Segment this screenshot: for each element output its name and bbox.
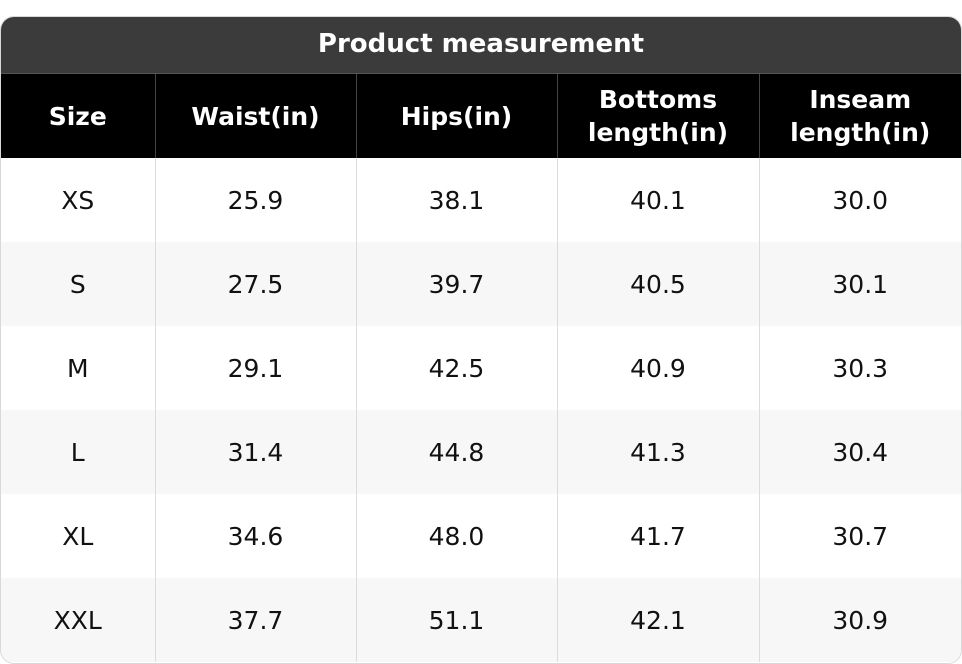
table-row: XS 25.9 38.1 40.1 30.0 [1, 158, 961, 242]
measurement-cell: 25.9 [154, 158, 356, 242]
measurement-cell: 51.1 [355, 578, 557, 662]
measurement-cell: 30.4 [758, 410, 961, 494]
table-body: XS 25.9 38.1 40.1 30.0 S 27.5 39.7 40.5 30.1 M 29.1… [1, 158, 961, 662]
table-title: Product measurement [1, 17, 961, 74]
measurement-cell: 37.7 [154, 578, 356, 662]
measurement-cell: 41.3 [556, 410, 759, 494]
measurement-cell: 44.8 [355, 410, 557, 494]
table-row: L 31.4 44.8 41.3 30.4 [1, 410, 961, 494]
size-cell: XS [61, 185, 95, 215]
measurement-cell: 42.1 [556, 578, 759, 662]
column-header: Bottoms length(in) [556, 74, 759, 158]
table-row: XXL 37.7 51.1 42.1 30.9 [1, 578, 961, 662]
size-cell: XL [62, 521, 94, 551]
measurement-cell: 48.0 [355, 494, 557, 578]
measurement-cell: 40.5 [556, 242, 759, 326]
measurement-table: Size Waist(in) Hips(in) Bottoms length(in) I… [1, 74, 961, 662]
measurement-cell: 29.1 [154, 326, 356, 410]
measurement-cell: 38.1 [355, 158, 557, 242]
measurement-cell: 31.4 [154, 410, 356, 494]
measurement-cell: 30.0 [758, 158, 961, 242]
measurement-cell: 27.5 [154, 242, 356, 326]
size-cell: S [1, 242, 155, 326]
measurement-cell: 41.7 [556, 494, 759, 578]
measurement-cell: 30.3 [758, 326, 961, 410]
measurement-cell: 30.7 [758, 494, 961, 578]
measurement-cell: 40.1 [556, 158, 759, 242]
size-cell: L [1, 410, 155, 494]
size-cell: M [66, 353, 89, 383]
table-row: M 29.1 42.5 40.9 30.3 [1, 326, 961, 410]
measurement-cell: 30.9 [758, 578, 961, 662]
measurement-cell: 42.5 [355, 326, 557, 410]
measurement-cell: 34.6 [154, 494, 356, 578]
table-row: S 27.5 39.7 40.5 30.1 [1, 242, 961, 326]
measurement-cell: 39.7 [355, 242, 557, 326]
size-chart: Product measurement Size Waist(in) Hips(in… [0, 16, 962, 664]
header-row: Size Waist(in) Hips(in) Bottoms length(in) I… [1, 74, 961, 158]
table-row: XL 34.6 48.0 41.7 30.7 [1, 494, 961, 578]
measurement-cell: 40.9 [556, 326, 759, 410]
column-header: Inseam length(in) [758, 74, 961, 158]
size-cell: XXL [1, 578, 155, 662]
column-header: Size [1, 74, 155, 158]
column-header: Waist(in) [154, 74, 356, 158]
column-header: Hips(in) [355, 74, 557, 158]
measurement-cell: 30.1 [758, 242, 961, 326]
